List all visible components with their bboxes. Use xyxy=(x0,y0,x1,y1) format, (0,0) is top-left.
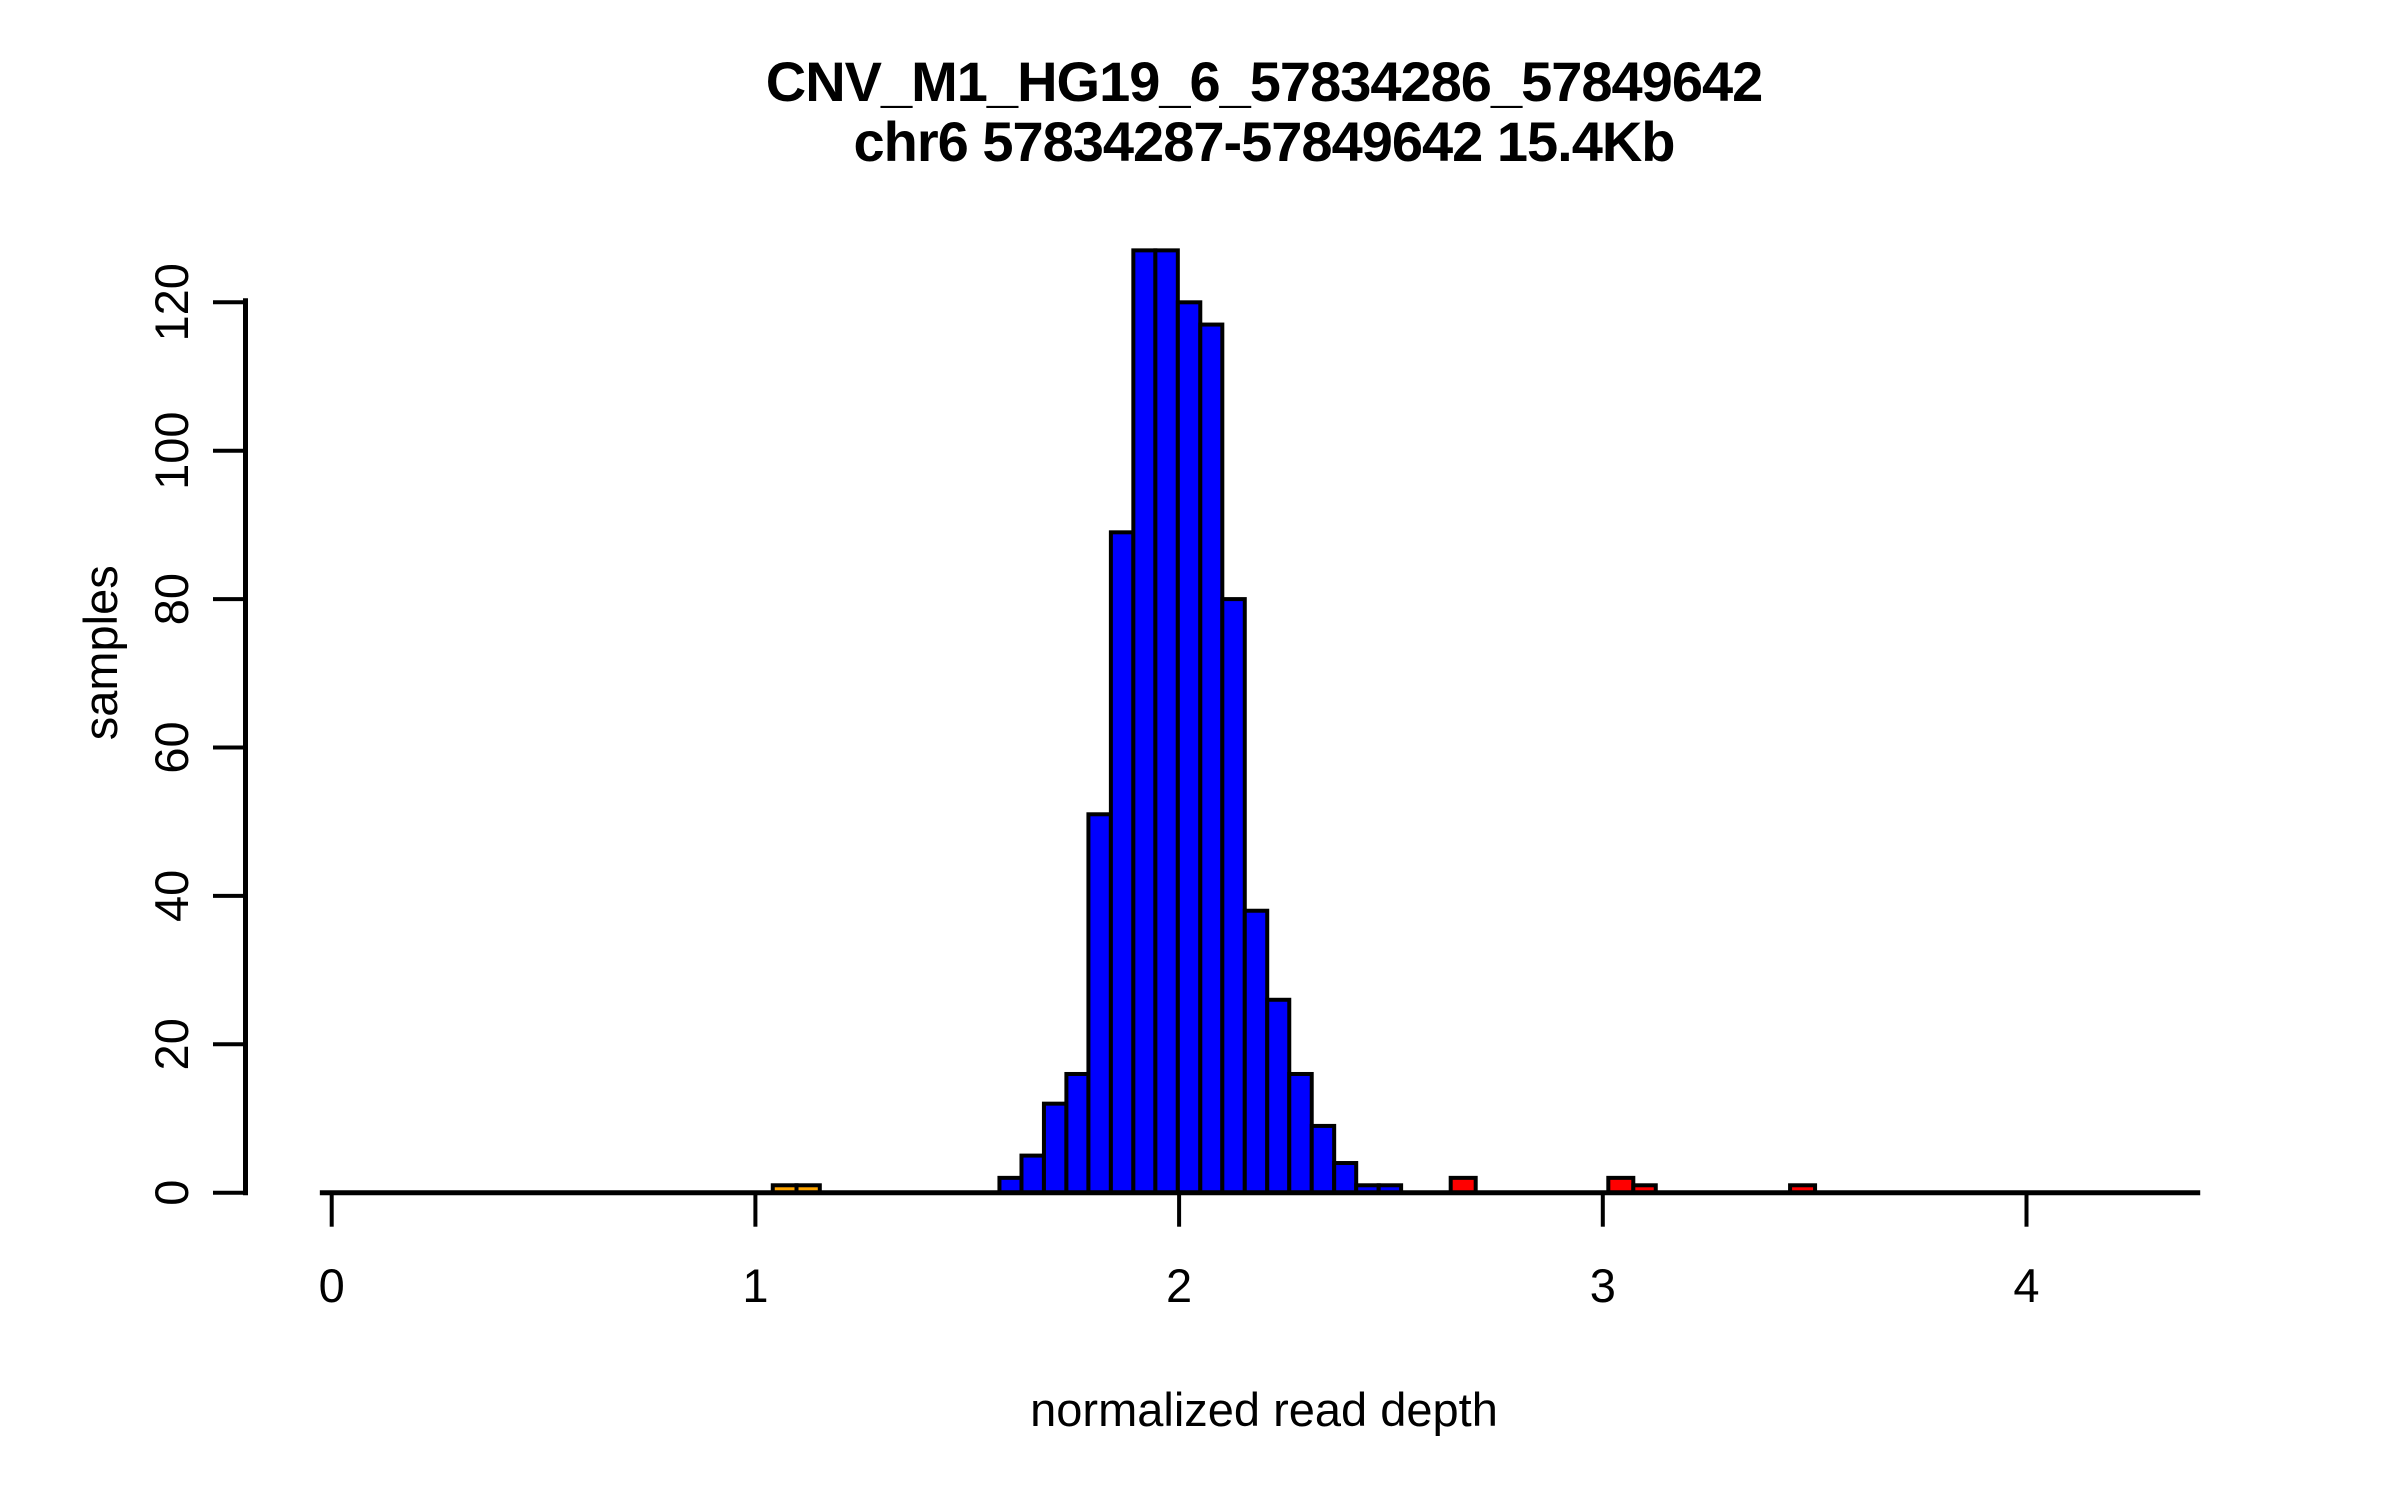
histogram-bar xyxy=(1064,1071,1091,1195)
x-tick-label: 4 xyxy=(2013,1259,2039,1312)
y-tick-label: 0 xyxy=(145,1180,198,1206)
histogram-bar xyxy=(1131,248,1158,1195)
y-tick-label: 40 xyxy=(145,870,198,922)
histogram-bar xyxy=(1019,1153,1046,1195)
histogram-bar xyxy=(1265,997,1292,1195)
chart-title: CNV_M1_HG19_6_57834286_57849642 xyxy=(765,50,1764,113)
y-tick-label: 100 xyxy=(145,411,198,489)
x-tick-label: 3 xyxy=(1590,1259,1616,1312)
histogram-bar xyxy=(1309,1123,1337,1195)
histogram-bar xyxy=(1175,300,1203,1195)
chart-title-block: CNV_M1_HG19_6_57834286_57849642 chr6 578… xyxy=(164,52,2364,172)
chart-subtitle: chr6 57834287-57849642 15.4Kb xyxy=(853,110,1675,173)
y-tick-label: 120 xyxy=(145,263,198,341)
x-axis-label: normalized read depth xyxy=(1030,1383,1498,1436)
x-tick-label: 2 xyxy=(1166,1259,1192,1312)
histogram-bar xyxy=(1041,1101,1069,1195)
x-tick-label: 1 xyxy=(742,1259,768,1312)
y-tick-label: 20 xyxy=(145,1018,198,1070)
y-tick-label: 80 xyxy=(145,573,198,625)
y-tick-label: 60 xyxy=(145,721,198,773)
histogram-bar xyxy=(1287,1071,1314,1195)
histogram-bar xyxy=(1220,597,1247,1195)
histogram-bar xyxy=(1108,530,1136,1195)
histogram-bar xyxy=(1086,812,1113,1195)
y-axis-label: samples xyxy=(74,565,127,741)
histogram-bar xyxy=(1198,322,1225,1195)
x-tick-label: 0 xyxy=(319,1259,345,1312)
histogram-bar xyxy=(1242,908,1270,1195)
histogram-bar xyxy=(1332,1161,1359,1195)
histogram-bar xyxy=(1153,248,1180,1195)
